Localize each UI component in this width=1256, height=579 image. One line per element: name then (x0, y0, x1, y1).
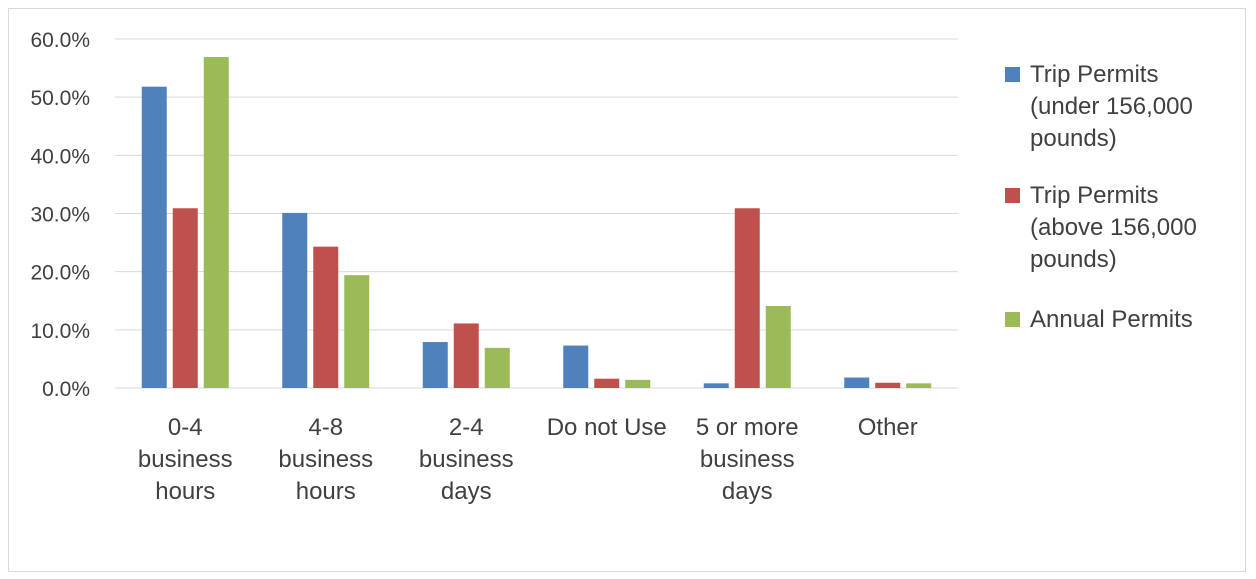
bar (625, 379, 651, 388)
gridlines (115, 38, 958, 389)
legend-label: Trip Permits (above 156,000 pounds) (1030, 182, 1197, 273)
legend-label: Annual Permits (1030, 306, 1193, 333)
bar (734, 208, 760, 388)
bar (282, 212, 308, 388)
bar (594, 378, 620, 388)
bar (563, 345, 589, 388)
y-tick-label: 0.0% (42, 378, 90, 401)
x-category-label: 0-4 business hours (138, 414, 233, 505)
bar (203, 57, 229, 388)
y-tick-label: 30.0% (30, 204, 90, 227)
x-category-label: 2-4 business days (419, 414, 514, 505)
bar (703, 383, 729, 388)
bar (344, 275, 370, 388)
bar (313, 246, 339, 388)
bar (906, 383, 932, 388)
bars (141, 57, 932, 389)
bar (484, 347, 510, 388)
legend-swatch (1005, 67, 1020, 82)
y-tick-label: 10.0% (30, 320, 90, 343)
x-axis-category-labels: 0-4 business hours 4-8 business hours 2-4 busin… (138, 414, 918, 505)
bar (453, 323, 479, 388)
y-tick-label: 50.0% (30, 87, 90, 110)
bar (422, 342, 448, 388)
y-tick-label: 20.0% (30, 262, 90, 285)
bar (765, 305, 791, 388)
bar (875, 382, 901, 388)
bar (844, 377, 870, 388)
legend-swatch (1005, 312, 1020, 327)
y-axis-tick-labels: 0.0% 10.0% 20.0% 30.0% 40.0% 50.0% 60.0% (30, 29, 90, 401)
x-category-label: 4-8 business hours (278, 414, 373, 505)
legend-label: Trip Permits (under 156,000 pounds) (1030, 61, 1193, 152)
x-category-label: 5 or more business days (696, 414, 799, 505)
legend: Trip Permits (under 156,000 pounds) Trip Pe… (1005, 61, 1197, 333)
bar (172, 208, 198, 388)
legend-swatch (1005, 188, 1020, 203)
bar (141, 86, 167, 389)
x-category-label: Do not Use (547, 414, 667, 441)
y-tick-label: 60.0% (30, 29, 90, 52)
y-tick-label: 40.0% (30, 145, 90, 168)
x-category-label: Other (858, 414, 918, 441)
